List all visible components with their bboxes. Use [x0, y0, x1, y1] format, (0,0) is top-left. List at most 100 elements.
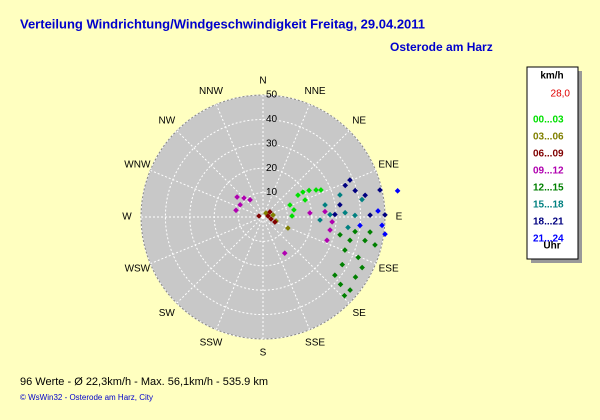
spoke — [262, 216, 311, 330]
direction-label: E — [396, 212, 403, 223]
spoke — [215, 216, 264, 330]
legend-label: 03...06 — [533, 132, 564, 143]
data-point — [352, 228, 358, 235]
data-point — [289, 213, 295, 219]
direction-label: NNE — [304, 86, 325, 97]
spoke — [262, 130, 350, 218]
data-point — [362, 192, 368, 199]
chart-title: Verteilung Windrichtung/Windgeschwindigk… — [20, 16, 425, 31]
r-tick-label: 50 — [266, 90, 278, 101]
data-point — [367, 229, 373, 235]
legend-label: 21...24 — [533, 234, 564, 245]
data-point — [265, 213, 271, 219]
data-point — [352, 274, 359, 280]
direction-label: NW — [158, 115, 175, 126]
data-point — [372, 242, 378, 248]
r-tick-label: 20 — [266, 163, 278, 174]
data-point — [379, 222, 385, 229]
data-point — [327, 227, 333, 233]
footer: 96 Werte - Ø 22,3km/h - Max. 56,1km/h - … — [20, 376, 268, 388]
legend-label: 00...03 — [533, 115, 564, 126]
data-point — [337, 202, 343, 208]
data-point — [367, 212, 373, 218]
data-point — [322, 202, 328, 208]
direction-label: SE — [352, 308, 366, 319]
data-point — [382, 231, 388, 237]
direction-label: WNW — [124, 160, 151, 171]
data-point — [270, 212, 276, 218]
legend-label: 18...21 — [533, 217, 564, 228]
data-point — [359, 264, 365, 271]
grid-ring — [164, 118, 362, 316]
spoke — [176, 216, 264, 304]
r-tick-label: 30 — [266, 138, 278, 149]
data-point — [342, 209, 348, 216]
direction-label: NNW — [199, 86, 223, 97]
direction-label: W — [122, 212, 132, 223]
grid-ring — [238, 192, 288, 242]
data-point — [329, 219, 335, 225]
spoke — [262, 216, 350, 304]
data-point — [359, 196, 365, 203]
data-point — [247, 197, 253, 203]
data-point — [256, 213, 262, 219]
data-point — [332, 211, 338, 218]
data-point — [300, 189, 306, 195]
legend-label: 15...18 — [533, 200, 564, 211]
data-point — [375, 208, 381, 214]
data-point — [345, 224, 351, 231]
data-point — [237, 202, 243, 208]
data-point — [272, 219, 278, 225]
data-point — [267, 209, 273, 215]
data-point — [347, 177, 353, 183]
data-point — [234, 194, 240, 200]
data-point — [355, 254, 362, 261]
data-point — [291, 207, 297, 213]
spoke — [150, 216, 264, 265]
chart-subtitle: Osterode am Harz — [390, 40, 493, 54]
data-point — [339, 261, 346, 268]
data-point — [306, 187, 312, 194]
data-point — [287, 202, 293, 208]
data-point — [352, 212, 358, 219]
grid-ring — [189, 143, 337, 291]
spoke — [150, 169, 264, 218]
direction-label: ESE — [379, 264, 399, 275]
r-tick-label: 40 — [266, 114, 278, 125]
data-point — [307, 210, 313, 216]
direction-label: ENE — [378, 160, 399, 171]
data-point — [342, 247, 348, 253]
legend-label: 09...12 — [533, 166, 564, 177]
legend-label: 06...09 — [533, 149, 564, 160]
data-point — [341, 292, 348, 299]
data-point — [337, 192, 343, 198]
legend-title: km/h — [540, 71, 563, 82]
legend-label: 12...15 — [533, 183, 564, 194]
direction-label: NE — [352, 115, 366, 126]
data-point — [352, 187, 358, 194]
data-point — [362, 237, 368, 244]
direction-label: SW — [159, 308, 176, 319]
data-point — [347, 287, 353, 293]
direction-label: SSE — [305, 337, 325, 348]
legend-box — [526, 66, 579, 260]
spoke — [262, 216, 376, 265]
data-point — [318, 187, 324, 193]
data-point — [357, 222, 363, 229]
data-point — [268, 216, 274, 222]
direction-label: WSW — [125, 264, 151, 275]
spoke — [215, 104, 264, 218]
direction-label: N — [259, 76, 266, 87]
data-point — [337, 281, 344, 288]
spoke — [176, 130, 264, 218]
data-point — [233, 207, 239, 214]
data-point — [302, 197, 308, 203]
direction-label: S — [260, 348, 267, 359]
data-point — [281, 250, 288, 256]
data-point — [382, 212, 388, 218]
data-point — [394, 188, 401, 194]
data-point — [327, 211, 333, 218]
data-point — [342, 182, 349, 189]
copyright: © WsWin32 - Osterode am Harz, City — [20, 393, 153, 402]
